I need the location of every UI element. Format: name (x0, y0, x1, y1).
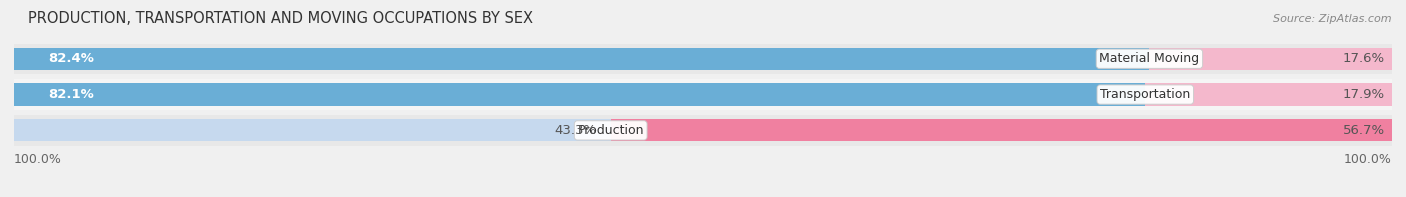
Text: 56.7%: 56.7% (1343, 124, 1385, 137)
Text: 100.0%: 100.0% (1344, 153, 1392, 166)
Text: Transportation: Transportation (1099, 88, 1191, 101)
Bar (14, 79, 1392, 110)
Text: 17.9%: 17.9% (1343, 88, 1385, 101)
Bar (14, 119, 610, 141)
Text: Source: ZipAtlas.com: Source: ZipAtlas.com (1274, 14, 1392, 24)
Bar (610, 119, 1392, 141)
Text: Material Moving: Material Moving (1099, 52, 1199, 65)
Bar (14, 115, 1392, 146)
Text: 82.4%: 82.4% (48, 52, 94, 65)
Text: PRODUCTION, TRANSPORTATION AND MOVING OCCUPATIONS BY SEX: PRODUCTION, TRANSPORTATION AND MOVING OC… (28, 11, 533, 26)
Text: 17.6%: 17.6% (1343, 52, 1385, 65)
Bar (14, 84, 1146, 106)
Bar (14, 48, 1150, 70)
Bar (1146, 84, 1392, 106)
Text: 100.0%: 100.0% (14, 153, 62, 166)
Bar (14, 44, 1392, 74)
Text: 43.3%: 43.3% (555, 124, 598, 137)
Bar (1150, 48, 1392, 70)
Text: Production: Production (578, 124, 644, 137)
Text: 82.1%: 82.1% (48, 88, 94, 101)
